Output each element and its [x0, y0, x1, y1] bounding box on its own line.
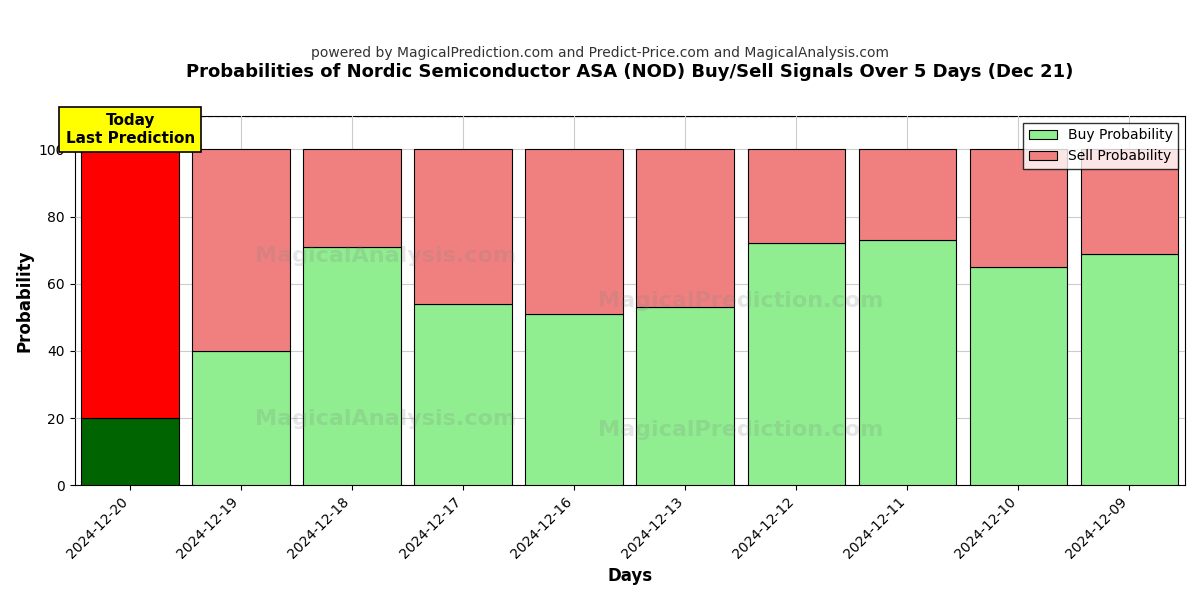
Text: MagicalPrediction.com: MagicalPrediction.com [598, 290, 883, 311]
X-axis label: Days: Days [607, 567, 653, 585]
Bar [82, 418, 179, 485]
Bar [636, 307, 734, 485]
Bar [82, 149, 179, 418]
Bar [748, 149, 845, 244]
Bar [858, 149, 956, 240]
Bar [1081, 254, 1178, 485]
Bar [414, 149, 512, 304]
Title: Probabilities of Nordic Semiconductor ASA (NOD) Buy/Sell Signals Over 5 Days (De: Probabilities of Nordic Semiconductor AS… [186, 63, 1074, 81]
Bar [858, 240, 956, 485]
Bar [526, 149, 623, 314]
Bar [1081, 149, 1178, 254]
Bar [970, 267, 1067, 485]
Bar [304, 149, 401, 247]
Bar [970, 149, 1067, 267]
Y-axis label: Probability: Probability [16, 249, 34, 352]
Bar [414, 304, 512, 485]
Bar [636, 149, 734, 307]
Text: MagicalAnalysis.com: MagicalAnalysis.com [254, 409, 516, 428]
Bar [192, 149, 290, 351]
Bar [526, 314, 623, 485]
Text: powered by MagicalPrediction.com and Predict-Price.com and MagicalAnalysis.com: powered by MagicalPrediction.com and Pre… [311, 46, 889, 60]
Bar [192, 351, 290, 485]
Text: MagicalAnalysis.com: MagicalAnalysis.com [254, 246, 516, 266]
Bar [304, 247, 401, 485]
Text: Today
Last Prediction: Today Last Prediction [66, 113, 194, 146]
Bar [748, 244, 845, 485]
Text: MagicalPrediction.com: MagicalPrediction.com [598, 420, 883, 440]
Legend: Buy Probability, Sell Probability: Buy Probability, Sell Probability [1024, 123, 1178, 169]
